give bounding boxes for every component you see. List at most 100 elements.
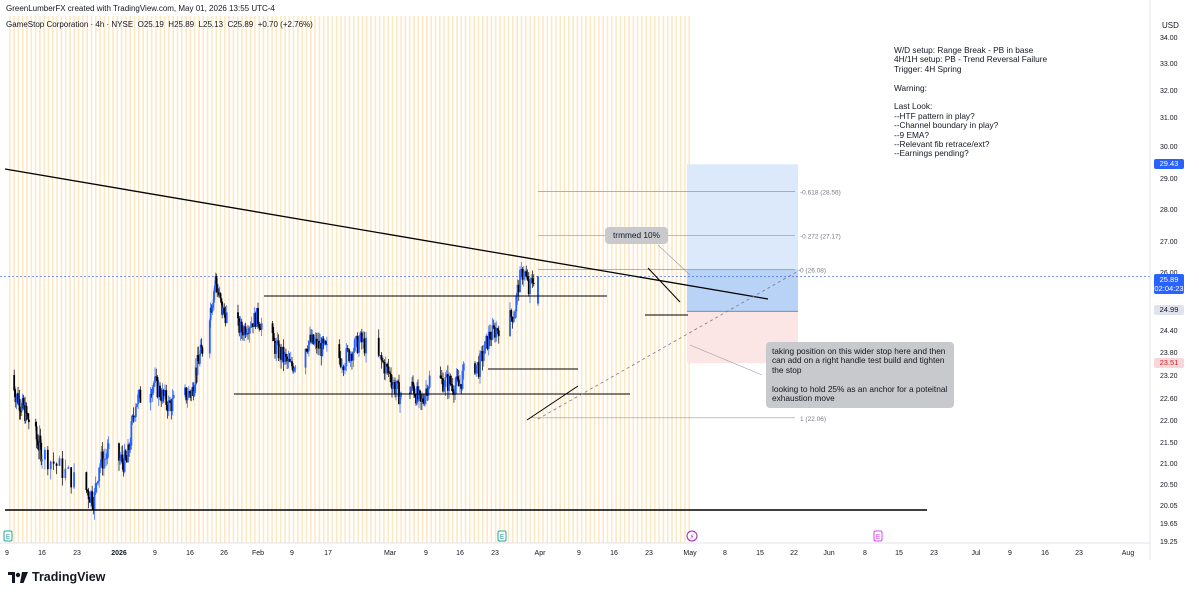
x-tick-label: 16 [1041,550,1049,557]
candle-body [445,374,448,377]
candle-body [524,271,526,274]
candle-body [70,467,73,488]
candle-body [152,382,155,388]
candle-body [274,340,276,354]
candle-body [165,390,168,405]
session-stripe [103,16,106,543]
candle-body [220,298,223,302]
candle-body [379,355,382,357]
symbol-info[interactable]: GameStop Corporation · 4h · NYSE O25.19 … [6,20,313,29]
session-stripe [555,16,557,543]
event-markers[interactable]: E E ⚡ E [3,530,883,542]
candle-body [412,381,414,386]
candle-body [22,397,25,409]
session-stripe [615,16,617,543]
session-stripe [314,16,316,543]
x-tick-label: 9 [153,550,157,557]
candle-body [64,468,67,478]
candle-body [258,323,261,328]
currency-label[interactable]: USD [1162,21,1179,30]
candle-body [170,402,173,412]
candle-body [495,328,498,338]
candle-body [421,398,423,402]
candle-body [67,467,70,469]
session-stripe [447,16,450,543]
candle-body [395,389,397,394]
x-tick-label: 16 [456,550,464,557]
candle-body [450,384,453,386]
candle-body [86,489,89,492]
candle-body [149,394,152,403]
candle-body [257,308,259,324]
session-stripe [494,16,497,543]
session-stripe [82,16,84,543]
y-tick-label: 22.60 [1160,396,1178,403]
candle-body [397,381,399,383]
session-stripe [198,16,200,543]
session-stripe [645,16,647,543]
candle-body [199,344,202,355]
candle-body [151,387,154,395]
session-stripe [77,16,80,543]
candle-body [254,313,257,327]
session-stripe [90,16,93,543]
session-stripe [125,16,127,543]
session-stripe [30,16,33,543]
y-tick-label: 26.00 [1160,270,1178,277]
session-stripe [254,16,256,543]
session-stripe [249,16,252,543]
candle-body [474,363,476,374]
session-stripe [353,16,355,543]
candle-body [160,396,163,402]
fib-label: 1 (22.06) [800,416,826,423]
session-stripe [279,16,282,543]
candle-body [171,398,174,412]
candle-body [440,377,443,379]
candle-body [38,435,41,451]
callout-pointer [689,344,763,376]
candle-body [414,394,416,397]
candle-body [362,338,365,343]
candle-body [418,390,420,399]
candle-body [509,310,511,337]
x-tick-label: 15 [895,550,903,557]
candle-body [293,367,296,372]
candle-body [255,308,258,327]
x-tick-label: 23 [645,550,653,557]
bar-countdown: 02:04:23 [1154,284,1184,293]
y-tick-label: 30.00 [1160,144,1178,151]
candle-body [119,458,122,461]
session-stripe [262,16,265,543]
session-stripe [297,16,299,543]
session-stripe [598,16,600,543]
session-stripe [288,16,291,543]
session-stripe [568,16,570,543]
candle-body [358,340,360,353]
candle-body [360,332,363,343]
fib-label: -0.272 (27.17) [800,234,841,241]
candle-body [515,295,518,312]
session-stripe [185,16,187,543]
session-stripe [396,16,398,543]
session-stripe [236,16,239,543]
event-marker-label: E [500,533,504,541]
y-tick-label: 21.00 [1160,461,1178,468]
session-stripes [9,16,690,543]
candle-body [276,340,279,344]
candle-body [35,426,38,440]
session-stripe [456,16,458,543]
session-stripe [383,16,385,543]
x-tick-label: Mar [384,550,397,557]
candle-body [36,439,39,443]
candle-body [492,325,495,328]
candle-body [319,342,322,349]
candle-body [239,321,242,333]
candle-body [443,386,446,392]
candle-body [129,445,132,450]
tradingview-brand[interactable]: TradingView [8,570,105,584]
candle-body [448,375,450,391]
candle-body [294,367,297,369]
candle-body [27,413,29,420]
candle-body [363,338,366,354]
